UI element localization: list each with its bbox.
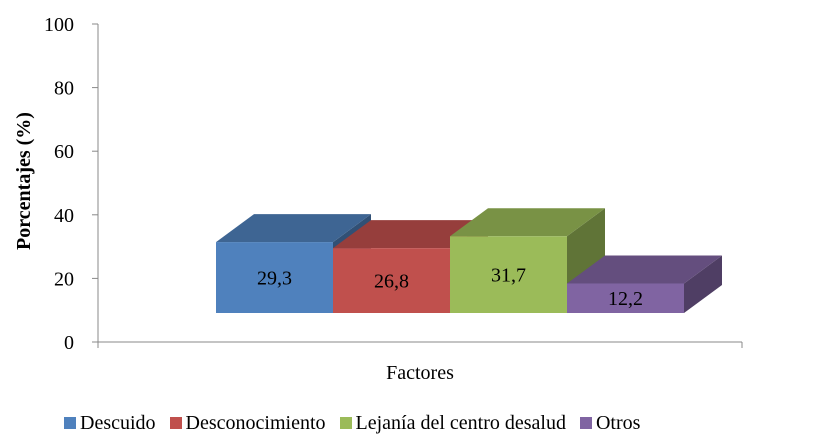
legend-item: Otros — [579, 411, 641, 435]
data-label: 31,7 — [491, 265, 526, 287]
bar-top — [567, 255, 722, 284]
legend-swatch — [339, 417, 352, 429]
bars — [216, 208, 722, 313]
legend-swatch — [64, 417, 76, 429]
bar-front — [216, 242, 333, 313]
legend-swatch — [169, 417, 182, 429]
y-tick-label: 20 — [54, 268, 74, 290]
legend-label: Otros — [595, 411, 641, 434]
y-tick-labels: 0 20 40 60 80 100 — [44, 14, 74, 354]
data-labels: 29,3 26,8 31,7 12,2 — [257, 265, 643, 311]
legend-item: Desconocimiento — [169, 411, 326, 435]
y-tick-label: 40 — [54, 205, 74, 227]
y-tick-label: 0 — [64, 332, 74, 354]
bar-top — [450, 208, 605, 237]
legend-item: Descuido — [64, 412, 156, 435]
bar-front — [450, 236, 567, 313]
bar-front — [333, 248, 450, 313]
bar-top — [333, 220, 488, 249]
data-label: 26,8 — [374, 271, 409, 293]
legend-item: Lejanía del centro desalud — [339, 411, 566, 435]
axes — [92, 23, 743, 348]
bar-side — [684, 255, 722, 313]
data-label: 12,2 — [608, 288, 643, 310]
data-label: 29,3 — [257, 268, 292, 290]
y-axis-label: Porcentajes (%) — [13, 112, 35, 250]
bar-chart: 0 20 40 60 80 100 29,3 26,8 31,7 12,2 Factores P… — [13, 14, 743, 384]
y-tick-label: 100 — [44, 14, 74, 36]
bar-front — [567, 283, 684, 313]
y-tick-label: 80 — [54, 78, 74, 100]
y-tick-label: 60 — [54, 141, 74, 163]
legend-label: Descuido — [80, 411, 156, 434]
x-axis-label: Factores — [386, 362, 454, 384]
legend-swatch — [579, 417, 592, 429]
legend: Descuido Desconocimiento Lejanía del centr… — [64, 410, 833, 436]
legend-label: Lejanía del centro desalud — [355, 411, 566, 434]
legend-label: Desconocimiento — [185, 411, 326, 434]
bar-top — [216, 214, 371, 243]
bar-otros — [567, 255, 722, 313]
